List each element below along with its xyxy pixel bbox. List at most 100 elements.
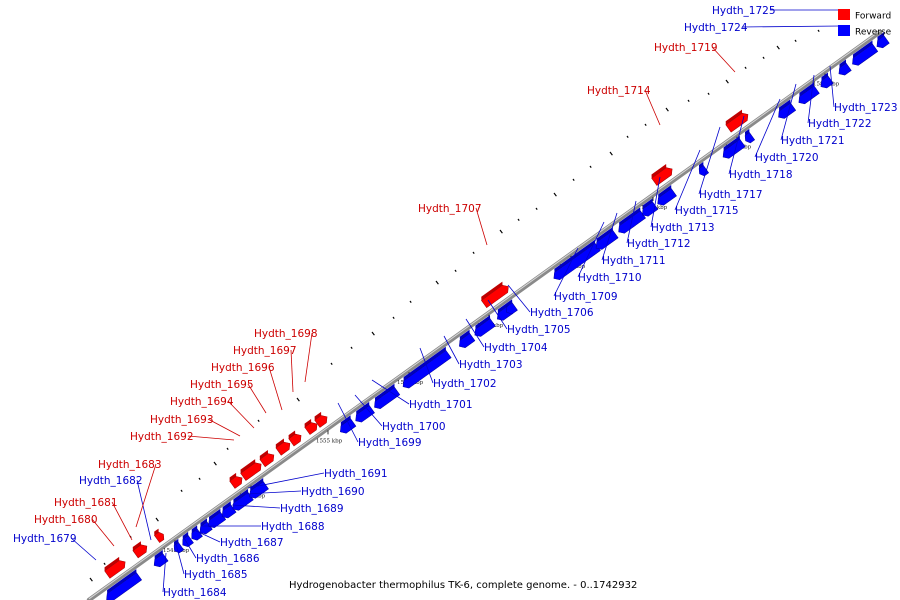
- gene-arrow-top: [596, 226, 613, 243]
- decor-dash: [155, 517, 159, 522]
- gene-leader-line: [183, 537, 197, 559]
- gene-layer: [104, 32, 890, 600]
- gene-leader-line: [807, 74, 815, 124]
- decor-dash: [435, 280, 439, 285]
- gene-arrow: [698, 161, 710, 177]
- gene-leader-line: [175, 543, 185, 575]
- gene-arrow-body: [778, 102, 797, 119]
- decor-dash: [472, 251, 475, 254]
- gene-label: Hydth_1700: [382, 421, 446, 433]
- gene-label: Hydth_1724: [684, 22, 748, 34]
- gene-arrow: [595, 226, 619, 250]
- gene-arrow-body: [191, 528, 203, 541]
- gene-arrow: [838, 59, 852, 76]
- gene-arrow-body: [402, 350, 452, 389]
- gene-arrow-top: [778, 99, 791, 112]
- decor-dash: [409, 300, 412, 303]
- gene-arrow: [340, 415, 357, 434]
- gene-label: Hydth_1711: [602, 255, 666, 267]
- decor-dash: [198, 477, 201, 480]
- kbp-tick-label: 1555 kbp: [316, 438, 343, 444]
- gene-arrow-body: [657, 188, 677, 206]
- gene-arrow-body: [820, 75, 834, 89]
- gene-leader-line: [601, 212, 618, 261]
- gene-label: Hydth_1725: [712, 5, 776, 17]
- gene-label: Hydth_1722: [808, 118, 872, 130]
- gene-arrow-top: [182, 531, 189, 540]
- gene-arrow: [553, 239, 601, 281]
- gene-arrow-body: [240, 462, 262, 481]
- gene-label: Hydth_1679: [13, 533, 77, 545]
- gene-label: Hydth_1706: [530, 307, 594, 319]
- gene-label: Hydth_1687: [220, 537, 284, 549]
- gene-arrow-top: [191, 525, 198, 533]
- gene-arrow: [657, 185, 677, 206]
- gene-leader-line: [487, 299, 508, 330]
- gene-label: Hydth_1717: [699, 189, 763, 201]
- gene-arrow: [182, 531, 194, 548]
- gene-arrow-body: [838, 62, 852, 76]
- legend-swatch-reverse: [838, 25, 850, 36]
- gene-leader-line: [728, 115, 745, 175]
- gene-arrow-body: [474, 318, 496, 337]
- gene-arrow-top: [725, 109, 743, 125]
- gene-arrow: [402, 346, 452, 389]
- gene-arrow-top: [154, 550, 163, 560]
- gene-arrow-top: [208, 508, 221, 521]
- gene-leader-line: [626, 200, 637, 244]
- decor-dash: [330, 362, 333, 365]
- gene-arrow: [618, 207, 646, 234]
- gene-arrow-top: [275, 438, 285, 448]
- decor-layer: [89, 29, 820, 582]
- gene-arrow: [725, 109, 749, 133]
- gene-label: Hydth_1699: [358, 437, 422, 449]
- decor-dash: [589, 165, 592, 168]
- gene-label: Hydth_1718: [729, 169, 793, 181]
- gene-label-layer: Hydth_1679 Hydth_1680 Hydth_1681 Hydth_1682…: [13, 5, 898, 599]
- gene-arrow-top: [154, 528, 159, 536]
- gene-leader-line: [135, 463, 157, 528]
- gene-arrow-body: [132, 544, 148, 559]
- gene-label: Hydth_1713: [651, 222, 715, 234]
- gene-arrow: [104, 556, 126, 579]
- gene-arrow-body: [481, 284, 509, 309]
- decor-dash: [776, 45, 780, 50]
- gene-arrow-body: [698, 165, 710, 177]
- gene-arrow-body: [876, 35, 890, 49]
- gene-arrow-top: [173, 538, 179, 546]
- decor-dash: [572, 178, 575, 181]
- gene-arrow-top: [240, 459, 256, 474]
- gene-arrow-body: [199, 521, 213, 535]
- decor-dash: [687, 99, 690, 102]
- gene-label: Hydth_1715: [675, 205, 739, 217]
- decor-dash: [371, 331, 375, 336]
- gene-label: Hydth_1684: [163, 587, 227, 599]
- gene-arrow-top: [839, 59, 847, 68]
- gene-arrow: [506, 299, 518, 315]
- gene-leader-line: [247, 472, 325, 489]
- gene-leader-line: [754, 98, 781, 158]
- gene-arrow: [481, 281, 509, 309]
- decor-dash: [213, 461, 217, 466]
- decor-dash: [626, 135, 629, 138]
- decor-dash: [762, 56, 765, 59]
- decor-dash: [644, 123, 647, 126]
- gene-arrow: [153, 550, 169, 568]
- gene-label: Hydth_1721: [781, 135, 845, 147]
- gene-label: Hydth_1691: [324, 468, 388, 480]
- gene-arrow: [820, 72, 834, 89]
- gene-label: Hydth_1719: [654, 42, 718, 54]
- gene-arrow-body: [355, 405, 375, 423]
- decor-dash: [350, 346, 353, 349]
- gene-label: Hydth_1692: [130, 431, 194, 443]
- decor-dash: [553, 192, 557, 197]
- gene-arrow-body: [153, 531, 165, 543]
- gene-arrow-top: [506, 299, 513, 307]
- gene-leader-line: [231, 504, 281, 509]
- gene-arrow-top: [852, 40, 873, 59]
- gene-arrow-body: [288, 433, 302, 447]
- gene-arrow: [651, 164, 673, 186]
- gene-leader-line: [227, 400, 255, 429]
- decor-dash: [89, 577, 93, 582]
